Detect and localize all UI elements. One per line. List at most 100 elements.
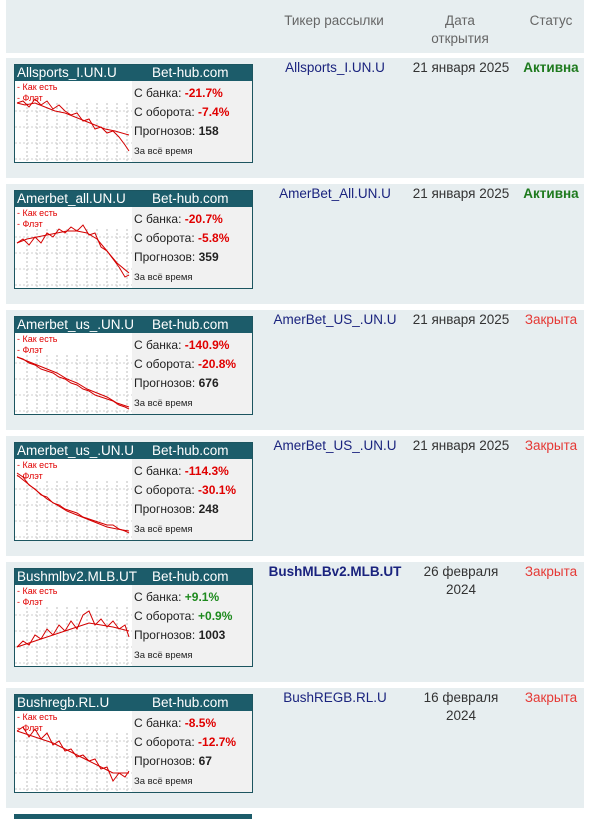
asis-line — [16, 610, 130, 648]
forecasts-value: 248 — [198, 502, 219, 516]
status-badge: Активна — [523, 186, 579, 201]
period-label: За всё время — [134, 272, 193, 283]
widget-stats: С банка: -114.3% С оборота: -30.1% Прогн… — [134, 462, 236, 539]
table-row: Amerbet_us_.UN.U Bet-hub.com - Как есть … — [6, 436, 584, 556]
widget-site[interactable]: Bet-hub.com — [152, 317, 229, 332]
legend-asis: - Как есть — [17, 82, 58, 92]
forecasts-label: Прогнозов: — [134, 754, 196, 768]
betting-stats-widget[interactable]: Allsports_I.UN.U Bet-hub.com - Как есть … — [14, 64, 253, 163]
status-badge: Закрыта — [524, 564, 578, 579]
flat-line — [16, 230, 130, 274]
legend-flat: - Флэт — [17, 471, 43, 481]
widget-name[interactable]: Bushregb.RL.U — [17, 695, 110, 710]
widget-title-bar: Amerbet_us_.UN.U Bet-hub.com — [15, 443, 252, 459]
period-label: За всё время — [134, 650, 193, 661]
legend-asis: - Как есть — [17, 208, 58, 218]
widget-stats: С банка: -20.7% С оборота: -5.8% Прогноз… — [134, 210, 229, 287]
forecasts-value: 1003 — [198, 628, 226, 642]
forecasts-label: Прогнозов: — [134, 628, 196, 642]
ticker-link[interactable]: Allsports_I.UN.U — [285, 60, 385, 75]
period-label: За всё время — [134, 146, 193, 157]
betting-stats-widget[interactable]: Amerbet_all.UN.U Bet-hub.com - Как есть … — [14, 190, 253, 289]
legend-flat: - Флэт — [17, 345, 43, 355]
table-row: Allsports_I.UN.U Bet-hub.com - Как есть … — [6, 58, 584, 178]
widget-name[interactable]: Bushmlbv2.MLB.UT — [17, 569, 138, 584]
widget-site[interactable]: Bet-hub.com — [152, 569, 229, 584]
legend-asis: - Как есть — [17, 712, 58, 722]
legend-asis: - Как есть — [17, 586, 58, 596]
turnover-value: -5.8% — [198, 231, 230, 245]
legend-flat: - Флэт — [17, 93, 43, 103]
header-ticker: Тикер рассылки — [284, 13, 384, 28]
ticker-link[interactable]: AmerBet_All.UN.U — [279, 186, 391, 201]
profit-chart: - Как есть - Флэт — [15, 459, 132, 540]
ticker-link[interactable]: AmerBet_US_.UN.U — [273, 312, 397, 327]
bank-value: -140.9% — [184, 338, 230, 352]
forecasts-label: Прогнозов: — [134, 376, 196, 390]
betting-stats-widget[interactable]: Amerbet_us_.UN.U Bet-hub.com - Как есть … — [14, 442, 253, 541]
bank-label: С банка: — [134, 86, 182, 100]
bank-label: С банка: — [134, 590, 182, 604]
asis-line — [16, 98, 130, 152]
widget-title-bar: Bushregb.RL.U Bet-hub.com — [15, 695, 252, 711]
turnover-label: С оборота: — [134, 609, 195, 623]
open-date: 26 февраля 2024 — [423, 564, 499, 597]
turnover-label: С оборота: — [134, 105, 195, 119]
turnover-value: +0.9% — [198, 609, 233, 623]
betting-stats-widget[interactable]: Bushmlbv2.MLB.UT Bet-hub.com - Как есть … — [14, 568, 253, 667]
widget-site[interactable]: Bet-hub.com — [152, 191, 229, 206]
flat-line — [16, 102, 130, 136]
widget-name[interactable]: Amerbet_all.UN.U — [17, 191, 126, 206]
flat-line — [16, 622, 130, 648]
widget-title-bar: Amerbet_all.UN.U Bet-hub.com — [15, 191, 252, 207]
widget-title-bar: Bushmlbv2.MLB.UT Bet-hub.com — [15, 569, 252, 585]
widget-site[interactable]: Bet-hub.com — [152, 443, 229, 458]
table-row: Amerbet_us_.UN.U Bet-hub.com - Как есть … — [6, 310, 584, 430]
chart-background — [15, 459, 132, 540]
legend-flat: - Флэт — [17, 597, 43, 607]
open-date: 21 января 2025 — [412, 60, 510, 75]
bank-label: С банка: — [134, 464, 182, 478]
profit-chart: - Как есть - Флэт — [15, 585, 132, 666]
ticker-link[interactable]: AmerBet_US_.UN.U — [273, 438, 397, 453]
widget-name[interactable]: Amerbet_us_.UN.U — [17, 443, 135, 458]
table-row: Bushmlbv2.MLB.UT Bet-hub.com - Как есть … — [6, 562, 584, 682]
betting-stats-widget[interactable]: Amerbet_us_.UN.U Bet-hub.com - Как есть … — [14, 316, 253, 415]
turnover-label: С оборота: — [134, 735, 195, 749]
forecasts-value: 67 — [198, 754, 212, 768]
flat-line — [16, 474, 130, 532]
bank-value: +9.1% — [184, 590, 220, 604]
turnover-label: С оборота: — [134, 357, 195, 371]
bank-value: -114.3% — [184, 464, 229, 478]
profit-chart: - Как есть - Флэт — [15, 81, 132, 162]
bank-label: С банка: — [134, 212, 182, 226]
widget-title-bar: Allsports_I.UN.U Bet-hub.com — [15, 65, 252, 81]
bank-label: С банка: — [134, 716, 182, 730]
turnover-value: -12.7% — [198, 735, 237, 749]
widget-site[interactable]: Bet-hub.com — [152, 695, 229, 710]
widget-stats: С банка: -140.9% С оборота: -20.8% Прогн… — [134, 336, 236, 413]
asis-line — [16, 356, 130, 410]
widget-stats: С банка: -8.5% С оборота: -12.7% Прогноз… — [134, 714, 236, 791]
bank-value: -8.5% — [184, 716, 217, 730]
turnover-value: -20.8% — [198, 357, 237, 371]
forecasts-label: Прогнозов: — [134, 124, 196, 138]
table-row: Amerbet_all.UN.U Bet-hub.com - Как есть … — [6, 184, 584, 304]
betting-stats-widget[interactable]: Bushregb.RL.U Bet-hub.com - Как есть - Ф… — [14, 694, 253, 793]
header-status: Статус — [529, 13, 573, 28]
status-badge: Закрыта — [524, 312, 578, 327]
chart-background — [15, 585, 132, 666]
open-date: 21 января 2025 — [412, 186, 510, 201]
widget-site[interactable]: Bet-hub.com — [152, 65, 229, 80]
ticker-link[interactable]: BushREGB.RL.U — [283, 690, 387, 705]
forecasts-value: 158 — [198, 124, 219, 138]
bank-value: -21.7% — [184, 86, 223, 100]
turnover-value: -7.4% — [198, 105, 230, 119]
widget-name[interactable]: Amerbet_us_.UN.U — [17, 317, 135, 332]
chart-background — [15, 207, 132, 288]
ticker-link[interactable]: BushMLBv2.MLB.UT — [268, 564, 402, 579]
flat-line — [16, 356, 130, 408]
widget-stats: С банка: +9.1% С оборота: +0.9% Прогнозо… — [134, 588, 232, 665]
widget-name[interactable]: Allsports_I.UN.U — [17, 65, 117, 80]
open-date: 21 января 2025 — [412, 312, 510, 327]
